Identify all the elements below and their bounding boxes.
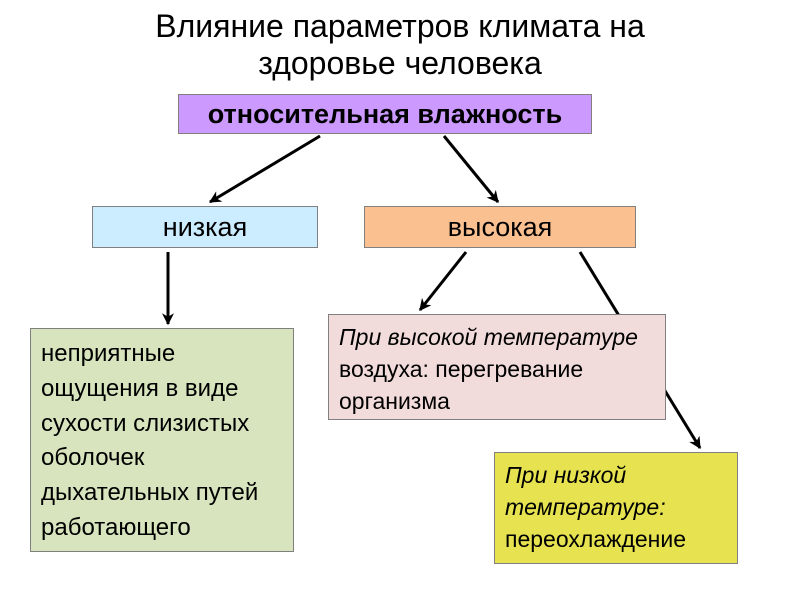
- node-high-cold-rest: переохлаждение: [505, 526, 686, 552]
- node-high-label: высокая: [448, 212, 553, 243]
- title-line2: здоровье человека: [258, 45, 542, 81]
- node-low-label: низкая: [163, 212, 247, 243]
- title-line1: Влияние параметров климата на: [155, 8, 645, 44]
- node-high-hot-text: При высокой температуре воздуха: перегре…: [339, 321, 655, 418]
- node-low-effect-text: неприятныеощущения в видесухости слизист…: [41, 337, 258, 546]
- slide-title: Влияние параметров климата на здоровье ч…: [0, 8, 800, 82]
- node-humidity: относительная влажность: [178, 94, 592, 134]
- node-low-effect: неприятныеощущения в видесухости слизист…: [30, 328, 294, 552]
- node-high-cold: При низкой температуре: переохлаждение: [494, 452, 738, 564]
- node-low: низкая: [92, 206, 318, 248]
- node-high-cold-text: При низкой температуре: переохлаждение: [505, 459, 727, 556]
- node-humidity-label: относительная влажность: [208, 99, 563, 130]
- node-high-hot: При высокой температуре воздуха: перегре…: [328, 314, 666, 420]
- node-high: высокая: [364, 206, 636, 248]
- node-high-cold-italic: При низкой температуре:: [505, 462, 666, 520]
- node-high-hot-rest: воздуха: перегревание организма: [339, 356, 583, 414]
- node-high-hot-italic: При высокой температуре: [339, 324, 638, 350]
